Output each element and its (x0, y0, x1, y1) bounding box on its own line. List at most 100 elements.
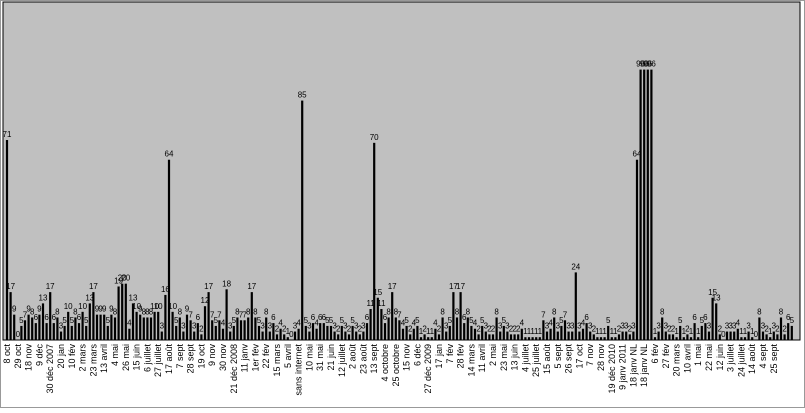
bar (427, 337, 430, 340)
bar (142, 317, 145, 340)
value-label: 2 (487, 324, 492, 333)
bar (128, 328, 131, 340)
bar (689, 337, 693, 340)
value-label: 2 (764, 324, 769, 333)
value-label: 96 (640, 60, 649, 69)
bar (459, 292, 462, 340)
x-tick-label: 7 fév (445, 344, 455, 364)
value-label: 11 (366, 299, 375, 308)
value-label: 2 (671, 324, 676, 333)
value-label: 5 (62, 316, 67, 325)
x-tick-label: 2 mars (78, 344, 88, 372)
value-label: 8 (55, 307, 60, 316)
bar (157, 311, 160, 340)
value-label: 3 (268, 322, 273, 331)
value-label: 5 (70, 316, 75, 325)
bar (95, 314, 99, 340)
x-tick-label: 25 juillet (531, 344, 541, 378)
bar (704, 323, 707, 340)
value-label: 5 (480, 316, 485, 325)
value-label: 0 (721, 330, 726, 339)
bar (113, 317, 117, 340)
x-tick-label: 15 nov (402, 344, 412, 372)
value-label: 3 (761, 322, 766, 331)
bar (394, 317, 397, 340)
bar (506, 331, 509, 340)
bar (146, 317, 149, 340)
value-label: 20 (118, 274, 127, 283)
bar (92, 292, 95, 340)
value-label: 3 (728, 322, 733, 331)
bar (250, 292, 253, 340)
bar (783, 334, 786, 340)
value-label: 4 (736, 319, 741, 328)
value-label: 9 (102, 305, 107, 314)
bar (653, 337, 657, 340)
value-label: 1 (696, 327, 701, 336)
value-label: 17 (388, 282, 397, 291)
bar (776, 334, 779, 340)
value-label: 7 (188, 310, 193, 319)
x-tick-label: 8 oct (2, 344, 12, 364)
value-label: 1 (534, 327, 539, 336)
value-label: 5 (106, 316, 111, 325)
value-label: 10 (64, 302, 73, 311)
value-label: 19 (114, 276, 123, 285)
bar (196, 323, 199, 340)
value-label: 3 (725, 322, 730, 331)
value-label: 3 (293, 322, 298, 331)
x-tick-label: 12 juillet (337, 344, 347, 378)
bar (455, 317, 459, 340)
bar (538, 337, 541, 340)
bar (214, 325, 217, 340)
value-label: 4 (221, 319, 226, 328)
bar (189, 320, 192, 340)
bar (578, 331, 581, 340)
bar (531, 337, 534, 340)
value-label: 64 (633, 150, 642, 159)
value-label: 5 (469, 316, 474, 325)
bar (106, 325, 109, 340)
value-label: 8 (466, 307, 471, 316)
bar (311, 323, 315, 340)
value-label: 2 (512, 324, 517, 333)
bar (272, 323, 275, 340)
bar (758, 317, 761, 340)
value-label: 7 (397, 310, 402, 319)
value-label: 2 (628, 324, 633, 333)
x-tick-label: 6 fév (650, 344, 660, 364)
value-label: 1 (653, 327, 658, 336)
x-tick-label: 30 nov (218, 344, 228, 372)
bar (293, 331, 297, 340)
bar (520, 328, 523, 340)
bar (59, 331, 63, 340)
bar (200, 334, 203, 340)
x-tick-label: 13 juin (510, 344, 520, 371)
value-label: 2 (275, 324, 280, 333)
bar (243, 320, 246, 340)
x-tick-label: 20 jan (56, 344, 66, 369)
bar (56, 317, 59, 340)
x-tick-label: 23 août (358, 344, 368, 375)
value-label: 17 (46, 282, 55, 291)
bar (283, 334, 286, 340)
value-label: 2 (199, 324, 204, 333)
value-label: 3 (556, 322, 561, 331)
bar (124, 283, 127, 340)
x-tick-label: 15 mars (272, 344, 282, 377)
bar (247, 317, 250, 340)
value-label: 6 (383, 313, 388, 322)
value-label: 5 (304, 316, 309, 325)
bar (473, 328, 477, 340)
bar (304, 325, 307, 340)
value-label: 3 (192, 322, 197, 331)
x-tick-label: 21 juin (326, 344, 336, 371)
bar (779, 317, 783, 340)
value-label: 4 (520, 319, 525, 328)
bar (419, 337, 423, 340)
bar (405, 325, 408, 340)
x-tick-label: 17 août (164, 344, 174, 375)
value-label: 2 (667, 324, 672, 333)
bar (553, 317, 556, 340)
value-label: 2 (685, 324, 690, 333)
